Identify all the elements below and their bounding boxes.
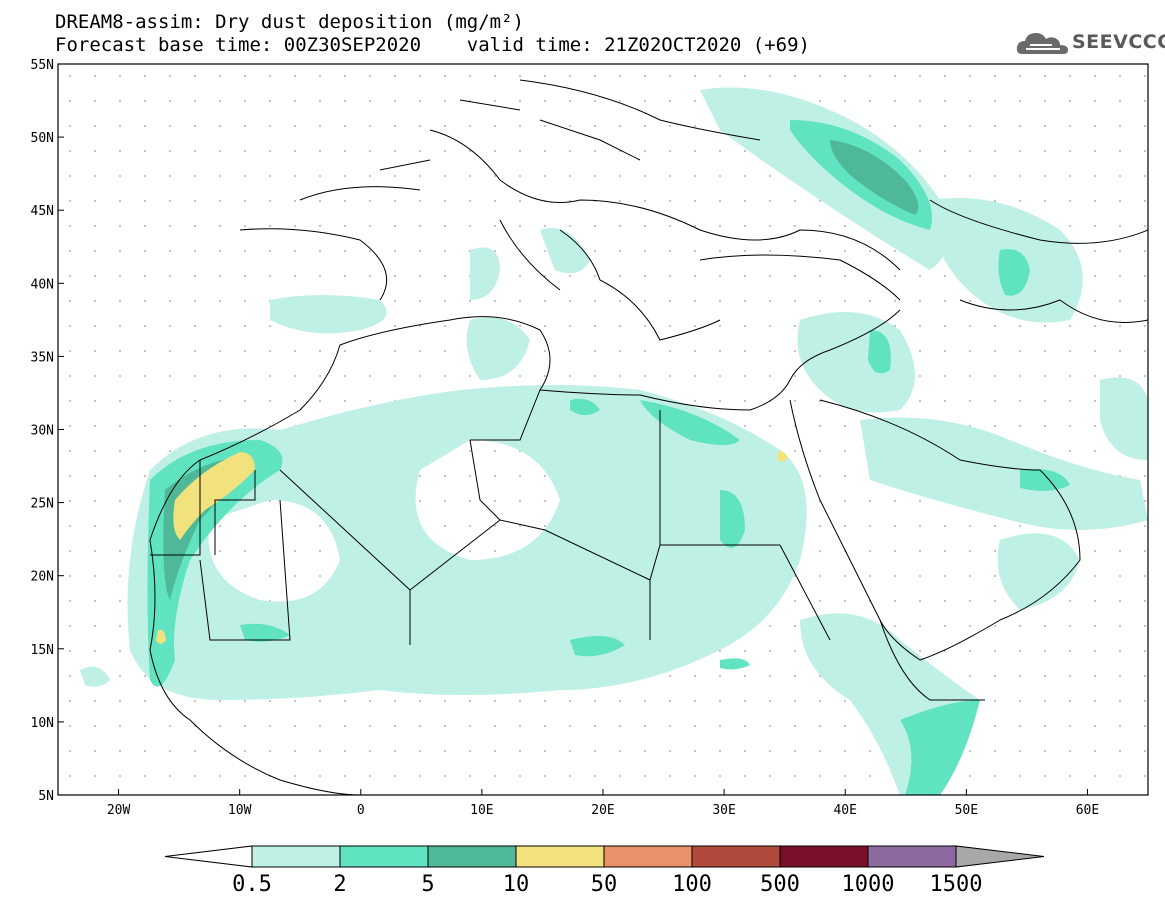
lat-label: 55N (31, 58, 54, 73)
lon-label: 60E (1076, 803, 1099, 818)
colorbar: 0.5 2 5 10 50 100 500 1000 1500 (164, 845, 1045, 897)
logo-text: SEEVCCC (1072, 31, 1165, 53)
cloud-icon (1016, 33, 1068, 54)
lat-label: 10N (31, 716, 54, 731)
coastlines-borders (149, 79, 1148, 795)
lon-label: 30E (712, 803, 735, 818)
colorbar-label: 1000 (842, 872, 895, 897)
colorbar-label: 100 (672, 872, 712, 897)
lon-label: 20E (591, 803, 614, 818)
deposition-10-50 (156, 451, 788, 644)
lon-label: 10W (228, 803, 252, 818)
lon-label: 40E (833, 803, 856, 818)
colorbar-swatch (867, 845, 957, 868)
deposition-0.5-2 (80, 87, 1148, 795)
lat-label: 40N (31, 277, 54, 292)
lat-label: 30N (31, 424, 54, 439)
colorbar-label: 10 (503, 872, 530, 897)
lat-label: 5N (38, 789, 54, 804)
colorbar-swatch (427, 845, 517, 868)
lat-label: 45N (31, 204, 54, 219)
colorbar-label: 0.5 (232, 872, 272, 897)
lat-label: 20N (31, 570, 54, 585)
colorbar-swatch (339, 845, 429, 868)
colorbar-label: 500 (760, 872, 800, 897)
lon-label: 20W (107, 803, 131, 818)
lon-label: 50E (955, 803, 978, 818)
seevccc-logo: SEEVCCC (1016, 28, 1165, 58)
colorbar-label: 2 (333, 872, 346, 897)
colorbar-label: 1500 (930, 872, 983, 897)
dust-field (80, 79, 1148, 795)
colorbar-swatch (515, 845, 605, 868)
lat-label: 15N (31, 643, 54, 658)
colorbar-swatch (779, 845, 869, 868)
colorbar-lower-arrow (164, 845, 253, 868)
colorbar-swatch (691, 845, 781, 868)
lon-label: 10E (470, 803, 493, 818)
longitude-axis: 20W 10W 0 10E 20E 30E 40E 50E 60E (107, 789, 1099, 818)
lon-label: 0 (357, 803, 365, 818)
map-title: DREAM8-assim: Dry dust deposition (mg/m²… (55, 11, 524, 33)
colorbar-swatch (603, 845, 693, 868)
colorbar-label: 50 (591, 872, 618, 897)
lat-label: 50N (31, 131, 54, 146)
colorbar-upper-arrow (955, 845, 1045, 868)
colorbar-label: 5 (421, 872, 434, 897)
latitude-axis: 55N 50N 45N 40N 35N 30N 25N 20N 15N 10N 5N (31, 58, 64, 804)
lat-label: 35N (31, 350, 54, 365)
lat-label: 25N (31, 497, 54, 512)
colorbar-swatch (251, 845, 341, 868)
forecast-times: Forecast base time: 00Z30SEP2020 valid t… (55, 34, 810, 56)
